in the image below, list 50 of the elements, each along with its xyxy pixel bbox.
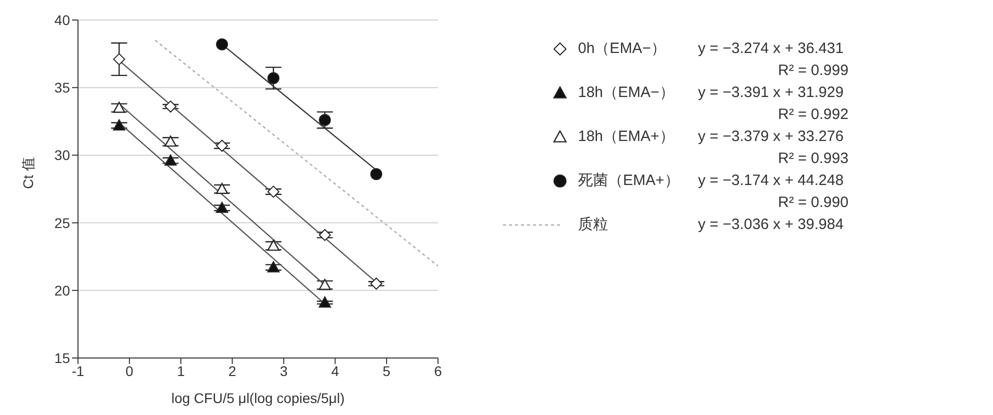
point — [216, 38, 228, 50]
y-tick-label: 35 — [54, 80, 70, 96]
x-tick-label: 5 — [382, 362, 391, 379]
text: R² = 0.992 — [777, 105, 850, 125]
text: y = −3.274 x + 36.431 — [698, 39, 844, 59]
x-tick-label: 6 — [434, 362, 442, 379]
text: y = −3.174 x + 44.248 — [698, 171, 844, 191]
point — [267, 186, 280, 198]
point — [113, 102, 126, 113]
y-tick-label: 15 — [54, 350, 70, 366]
point — [216, 202, 228, 213]
point — [164, 154, 177, 166]
legend-label: 质粒 — [578, 216, 608, 233]
legend-label: 死菌（EMA+） — [578, 172, 680, 189]
x-tick-label: -1 — [72, 362, 84, 379]
point — [216, 182, 228, 194]
point — [267, 240, 280, 251]
x-tick-label: 4 — [331, 362, 340, 379]
y-axis-title: Ct 值 — [20, 157, 36, 189]
point — [164, 100, 177, 113]
point — [318, 114, 331, 126]
point — [267, 261, 280, 272]
point — [318, 296, 331, 308]
y-tick-label: 40 — [54, 12, 70, 28]
text: R² = 0.993 — [777, 149, 850, 169]
x-tick-label: 2 — [228, 362, 236, 379]
point — [267, 72, 280, 84]
x-tick-label: 1 — [176, 362, 185, 379]
legend-label: 0h（EMA−） — [578, 40, 666, 57]
y-tick-label: 25 — [54, 214, 70, 231]
text: y = −3.036 x + 39.984 — [698, 215, 844, 235]
point — [370, 168, 382, 180]
text: y = −3.391 x + 31.929 — [698, 83, 844, 103]
point — [318, 278, 331, 290]
y-tick-label: 20 — [54, 282, 70, 298]
legend-label: 18h（EMA+） — [578, 128, 674, 145]
y-tick-label: 30 — [54, 147, 70, 164]
point — [216, 140, 228, 152]
point — [164, 136, 177, 147]
point — [318, 228, 331, 241]
point — [113, 119, 126, 130]
x-tick-label: 3 — [280, 362, 288, 379]
text: y = −3.379 x + 33.276 — [698, 127, 844, 147]
text: R² = 0.999 — [777, 61, 850, 81]
legend-label: 18h（EMA−） — [578, 84, 674, 101]
text: R² = 0.990 — [777, 193, 850, 213]
x-axis-title: log CFU/5 μl(log copies/5μl) — [171, 390, 345, 406]
point — [113, 53, 126, 66]
point — [370, 278, 382, 290]
x-tick-label: 0 — [126, 362, 134, 379]
